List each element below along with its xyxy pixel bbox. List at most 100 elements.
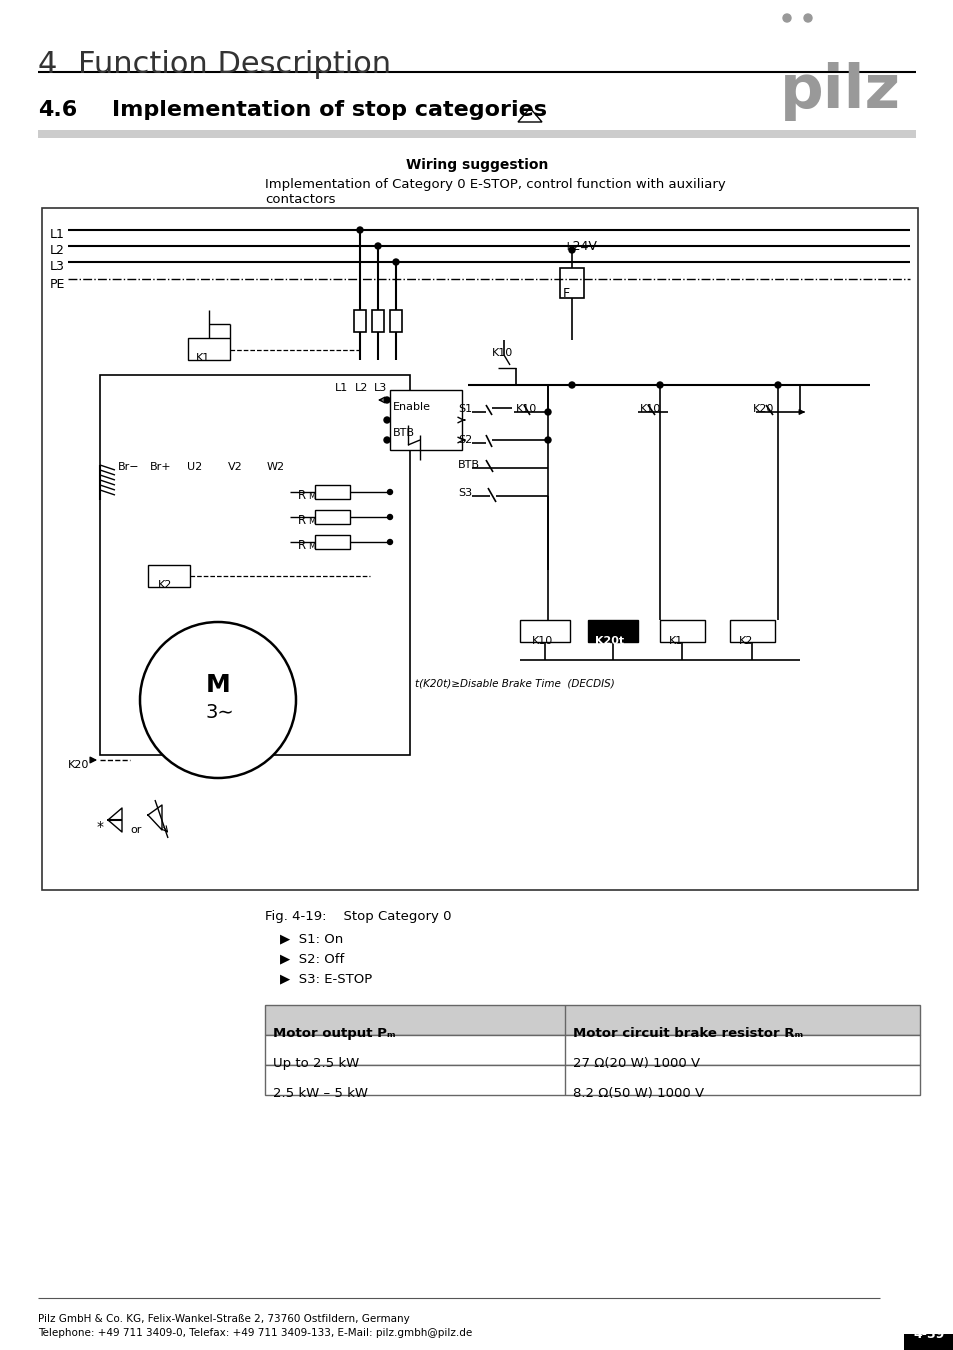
Text: L1: L1: [335, 383, 348, 393]
Text: K2: K2: [739, 636, 753, 647]
Bar: [265, 1035, 919, 1065]
Bar: [265, 1004, 919, 1035]
Bar: [148, 566, 190, 587]
Circle shape: [387, 514, 392, 520]
Bar: [188, 338, 230, 360]
Bar: [265, 1065, 919, 1095]
Text: Wiring suggestion: Wiring suggestion: [405, 158, 548, 171]
Text: K20: K20: [68, 760, 90, 770]
Text: K1: K1: [195, 352, 210, 363]
Text: Function Description: Function Description: [78, 50, 391, 80]
Bar: [314, 485, 350, 500]
Text: K10: K10: [639, 404, 660, 414]
Text: +24V: +24V: [562, 240, 598, 252]
Text: contactors: contactors: [265, 193, 335, 207]
Bar: [314, 510, 350, 524]
Bar: [192, 660, 210, 730]
Bar: [354, 310, 366, 332]
Bar: [390, 310, 401, 332]
Text: Motor circuit brake resistor Rₘ: Motor circuit brake resistor Rₘ: [573, 1027, 802, 1040]
Circle shape: [356, 227, 363, 234]
Circle shape: [384, 437, 390, 443]
Text: 8.2 Ω(50 W) 1000 V: 8.2 Ω(50 W) 1000 V: [573, 1087, 703, 1100]
Text: V2: V2: [228, 462, 242, 472]
Circle shape: [387, 540, 392, 544]
Bar: [168, 648, 188, 743]
Text: K1: K1: [668, 636, 682, 647]
Text: F: F: [562, 288, 570, 300]
Text: L2: L2: [355, 383, 368, 393]
Text: M: M: [308, 541, 314, 551]
Text: S3: S3: [457, 487, 472, 498]
Circle shape: [774, 382, 781, 387]
Text: S1: S1: [457, 404, 472, 414]
Text: ▶  S3: E-STOP: ▶ S3: E-STOP: [280, 972, 372, 986]
Circle shape: [384, 397, 390, 404]
Circle shape: [657, 382, 662, 387]
Text: Br−: Br−: [118, 462, 139, 472]
Circle shape: [544, 437, 551, 443]
Text: ▶  S1: On: ▶ S1: On: [280, 931, 343, 945]
Text: 4-59: 4-59: [912, 1328, 943, 1341]
Bar: [100, 375, 410, 755]
Bar: [729, 620, 774, 643]
Circle shape: [393, 259, 398, 265]
Bar: [372, 310, 384, 332]
Text: 4: 4: [38, 50, 57, 80]
Text: L3: L3: [50, 261, 65, 273]
Text: K10: K10: [532, 636, 553, 647]
Text: L1: L1: [50, 228, 65, 242]
Text: R: R: [297, 539, 306, 552]
Text: R: R: [297, 489, 306, 502]
Text: 27 Ω(20 W) 1000 V: 27 Ω(20 W) 1000 V: [573, 1057, 700, 1071]
Text: pilz: pilz: [780, 62, 900, 122]
Bar: [519, 620, 569, 643]
Circle shape: [384, 417, 390, 423]
Text: W2: W2: [267, 462, 285, 472]
Circle shape: [782, 14, 790, 22]
Text: K20t: K20t: [595, 636, 623, 647]
Text: K20: K20: [752, 404, 774, 414]
Text: K10: K10: [516, 404, 537, 414]
Text: PE: PE: [50, 278, 66, 292]
Text: L3: L3: [374, 383, 387, 393]
Bar: [390, 390, 461, 450]
Circle shape: [387, 490, 392, 494]
Text: Motor output Pₘ: Motor output Pₘ: [273, 1027, 395, 1040]
Text: t(K20t)≥Disable Brake Time  (DECDIS): t(K20t)≥Disable Brake Time (DECDIS): [415, 678, 614, 688]
Circle shape: [568, 247, 575, 252]
Bar: [559, 269, 583, 298]
Bar: [903, 1334, 953, 1350]
Bar: [587, 620, 638, 643]
Text: BTB: BTB: [457, 460, 479, 470]
Text: or: or: [130, 825, 141, 836]
Circle shape: [544, 409, 551, 414]
Circle shape: [568, 382, 575, 387]
Bar: [314, 535, 350, 549]
Text: Br+: Br+: [150, 462, 172, 472]
Text: 2.5 kW – 5 kW: 2.5 kW – 5 kW: [273, 1087, 368, 1100]
Text: R: R: [297, 514, 306, 526]
Text: *: *: [97, 819, 104, 834]
Text: S2: S2: [457, 435, 472, 446]
Text: L2: L2: [50, 244, 65, 256]
Text: BTB: BTB: [393, 428, 415, 437]
Text: M: M: [308, 491, 314, 501]
Text: Implementation of Category 0 E-STOP, control function with auxiliary: Implementation of Category 0 E-STOP, con…: [265, 178, 725, 190]
Text: U2: U2: [187, 462, 202, 472]
Bar: [42, 208, 917, 890]
Circle shape: [375, 243, 380, 248]
Bar: [38, 130, 915, 138]
Bar: [659, 620, 704, 643]
Text: Telephone: +49 711 3409-0, Telefax: +49 711 3409-133, E-Mail: pilz.gmbh@pilz.de: Telephone: +49 711 3409-0, Telefax: +49 …: [38, 1328, 472, 1338]
Circle shape: [140, 622, 295, 778]
Text: 4.6: 4.6: [38, 100, 77, 120]
Text: Fig. 4-19:    Stop Category 0: Fig. 4-19: Stop Category 0: [265, 910, 451, 923]
Text: K10: K10: [492, 348, 513, 358]
Circle shape: [803, 14, 811, 22]
Text: Pilz GmbH & Co. KG, Felix-Wankel-Straße 2, 73760 Ostfildern, Germany: Pilz GmbH & Co. KG, Felix-Wankel-Straße …: [38, 1314, 410, 1324]
Text: Implementation of stop categories: Implementation of stop categories: [112, 100, 546, 120]
Text: K2: K2: [158, 580, 172, 590]
Text: M: M: [206, 674, 230, 697]
Text: Up to 2.5 kW: Up to 2.5 kW: [273, 1057, 359, 1071]
